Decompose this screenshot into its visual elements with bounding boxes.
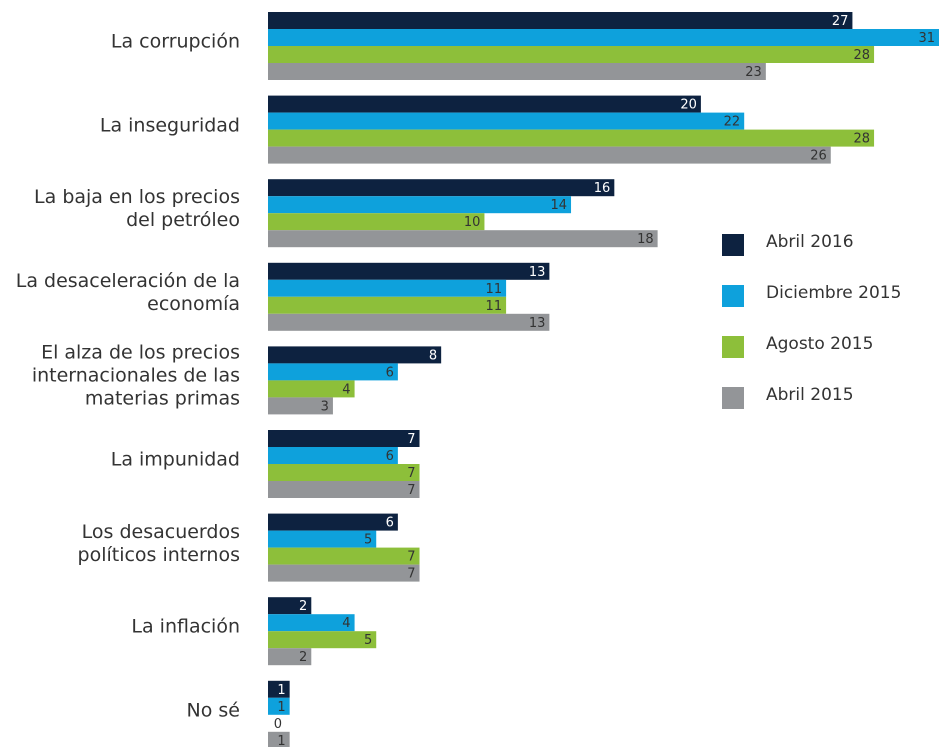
category-label: La inseguridad — [99, 114, 240, 137]
bar — [268, 631, 377, 649]
value-label: 7 — [407, 567, 415, 582]
bar — [268, 530, 377, 548]
value-label: 28 — [854, 48, 871, 63]
bar — [268, 262, 550, 280]
value-label: 11 — [486, 282, 503, 297]
bar — [268, 129, 875, 147]
bar — [268, 95, 701, 113]
bar — [268, 296, 507, 314]
category-label: La desaceleración de la economía — [15, 269, 240, 315]
category-label: La corrupción — [110, 30, 240, 53]
value-label: 31 — [918, 31, 935, 46]
bar — [268, 614, 355, 632]
value-label: 22 — [724, 115, 741, 130]
value-label: 2 — [299, 650, 307, 665]
value-label: 1 — [277, 683, 285, 698]
value-label: 28 — [854, 132, 871, 147]
bar — [268, 380, 355, 398]
value-label: 3 — [321, 399, 329, 414]
category-label: El alza de los precios internacionales d… — [31, 341, 240, 410]
bar — [268, 196, 572, 214]
bar — [268, 146, 831, 164]
bar — [268, 313, 550, 331]
value-label: 27 — [832, 14, 849, 29]
value-label: 0 — [274, 717, 282, 732]
value-label: 16 — [594, 181, 611, 196]
value-label: 4 — [342, 616, 350, 631]
value-label: 11 — [486, 299, 503, 314]
bar — [268, 447, 398, 464]
value-label: 20 — [680, 98, 697, 113]
value-label: 5 — [364, 633, 372, 648]
legend-swatch — [722, 285, 744, 307]
bar — [268, 363, 398, 381]
legend-label: Abril 2015 — [766, 385, 854, 405]
category-label: No sé — [186, 699, 240, 722]
bar — [268, 547, 420, 565]
bar — [268, 213, 485, 231]
bar — [268, 680, 290, 698]
legend-label: Agosto 2015 — [766, 334, 874, 354]
bar — [268, 397, 333, 415]
value-label: 23 — [745, 65, 762, 80]
value-label: 7 — [407, 483, 415, 498]
legend-swatch — [722, 336, 744, 358]
legend-label: Diciembre 2015 — [766, 283, 902, 303]
value-label: 7 — [407, 466, 415, 481]
bar — [268, 46, 875, 63]
value-label: 7 — [407, 432, 415, 447]
bar — [268, 513, 398, 531]
legend-swatch — [722, 234, 744, 256]
category-label: La impunidad — [110, 448, 240, 471]
value-label: 10 — [464, 215, 481, 230]
bar — [268, 63, 766, 80]
value-label: 18 — [637, 232, 654, 247]
bar — [268, 564, 420, 582]
bar — [268, 648, 312, 666]
bar — [268, 112, 745, 130]
value-label: 7 — [407, 550, 415, 565]
category-label: La baja en los precios del petróleo — [34, 186, 240, 232]
bar — [268, 481, 420, 498]
value-label: 4 — [342, 382, 350, 397]
value-label: 13 — [529, 316, 546, 331]
bar — [268, 346, 442, 364]
bar — [268, 279, 507, 297]
bar — [268, 597, 312, 615]
category-label: Los desacuerdos políticos internos — [77, 520, 240, 566]
bar — [268, 230, 658, 248]
value-label: 1 — [277, 734, 285, 747]
value-label: 2 — [299, 599, 307, 614]
bar — [268, 29, 939, 46]
value-label: 6 — [386, 449, 394, 464]
value-label: 6 — [386, 365, 394, 380]
value-label: 1 — [277, 700, 285, 715]
value-label: 8 — [429, 348, 437, 363]
bar — [268, 12, 853, 29]
bar — [268, 179, 615, 197]
bar — [268, 464, 420, 481]
bar — [268, 430, 420, 447]
value-label: 6 — [386, 516, 394, 531]
legend-label: Abril 2016 — [766, 232, 854, 252]
category-label: La inflación — [131, 615, 240, 638]
legend-swatch — [722, 387, 744, 409]
bar — [268, 697, 290, 715]
bar — [268, 731, 290, 747]
value-label: 14 — [550, 198, 567, 213]
value-label: 13 — [529, 265, 546, 280]
value-label: 5 — [364, 533, 372, 548]
value-label: 26 — [810, 149, 827, 164]
